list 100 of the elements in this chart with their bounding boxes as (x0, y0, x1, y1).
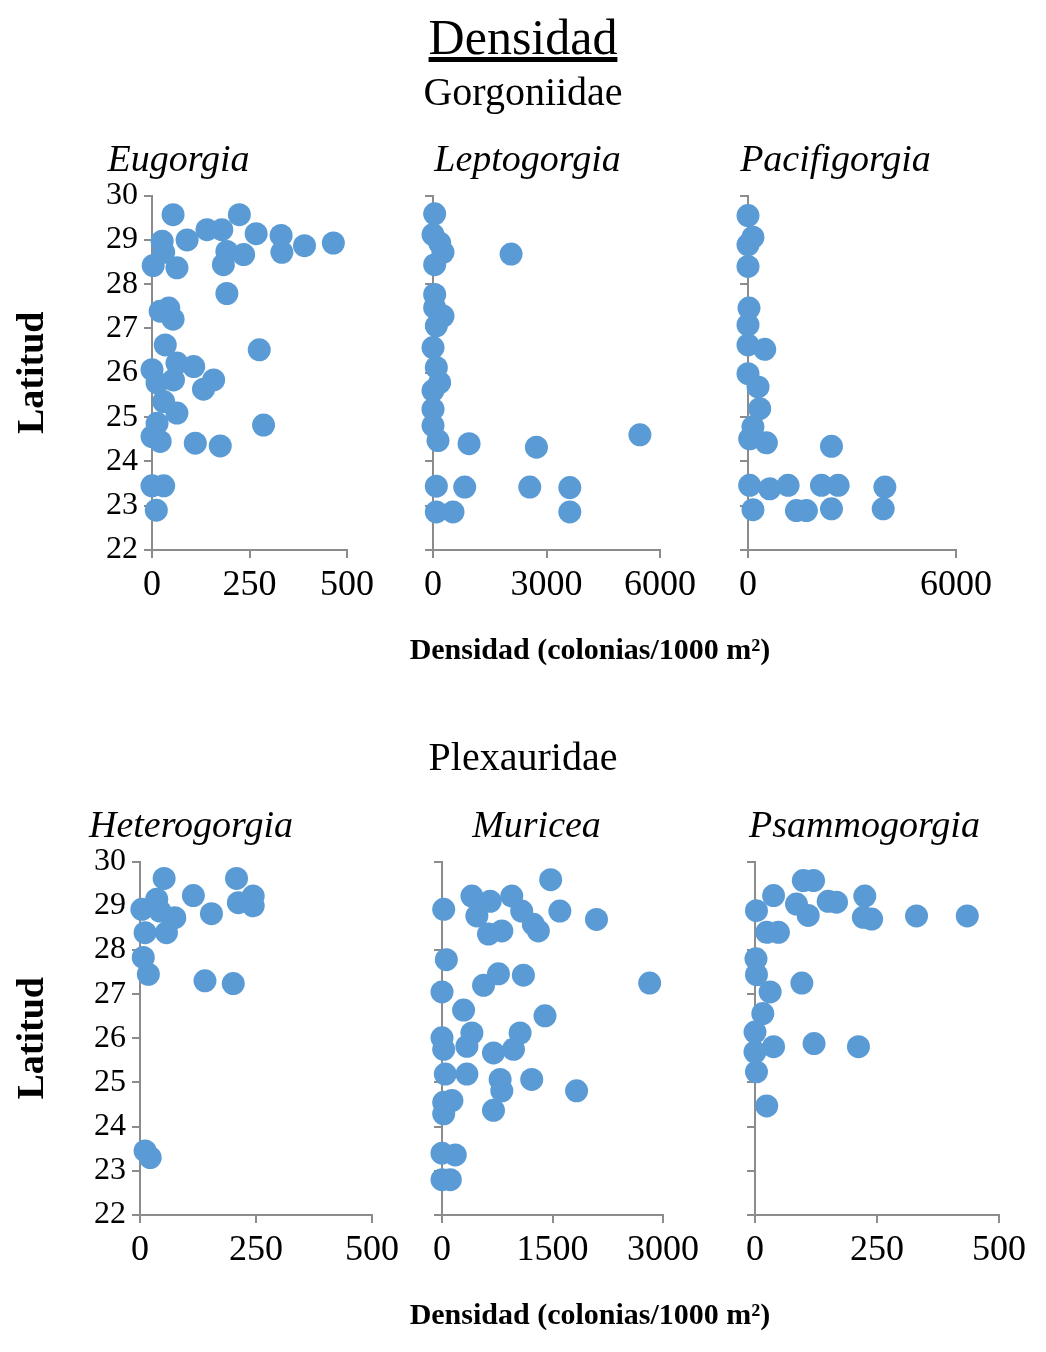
x-tick-label: 3000 (627, 1228, 699, 1269)
y-axis-title: Latitud (8, 311, 51, 435)
x-tick-label: 250 (222, 563, 277, 604)
point (455, 1034, 479, 1058)
point (873, 475, 897, 499)
text: Densidad (427, 8, 619, 66)
x-tick-label: 0 (143, 563, 161, 604)
point (175, 228, 199, 252)
x-tick-label: 1500 (516, 1228, 589, 1269)
point (421, 379, 445, 403)
point (165, 401, 189, 425)
point (208, 434, 232, 458)
x-tick-label: 250 (229, 1228, 283, 1269)
point (193, 969, 217, 993)
chart-title: Psammogorgia (748, 802, 980, 845)
point (748, 397, 772, 421)
point (796, 903, 820, 927)
point (751, 1002, 775, 1026)
point (741, 498, 765, 522)
chart-title: Pacifigorgia (739, 136, 931, 179)
point (430, 980, 454, 1004)
point (539, 868, 563, 892)
point (955, 904, 979, 928)
point (743, 1020, 767, 1044)
point (776, 473, 800, 497)
y-tick-label: 22 (94, 1194, 126, 1231)
point (165, 256, 189, 280)
point (247, 338, 271, 362)
x-tick-label: 0 (746, 1228, 764, 1269)
point (472, 973, 496, 997)
point (321, 231, 345, 255)
point (565, 1079, 589, 1103)
point (736, 313, 760, 337)
y-tick-label: 24 (94, 1106, 126, 1143)
point (144, 498, 168, 522)
x-tick-label: 0 (131, 1228, 149, 1269)
point (221, 972, 245, 996)
point (481, 1041, 505, 1065)
x-tick-label: 500 (345, 1228, 399, 1269)
point (244, 222, 268, 246)
x-tick-label: 0 (739, 563, 757, 604)
point (518, 475, 542, 499)
x-tick-label: 6000 (920, 563, 992, 604)
point (478, 889, 502, 913)
y-tick-label: 29 (94, 885, 126, 922)
x-tick-label: 500 (972, 1228, 1026, 1269)
point (744, 963, 768, 987)
point (584, 907, 608, 931)
point (181, 884, 205, 908)
point (490, 919, 514, 943)
point (819, 434, 843, 458)
point (558, 500, 582, 524)
point (141, 254, 165, 278)
point (819, 497, 843, 521)
point (424, 314, 448, 338)
y-tick-label: 22 (106, 529, 138, 566)
x-tick-label: 3000 (510, 563, 583, 604)
y-tick-label: 29 (106, 219, 138, 256)
point (762, 1035, 786, 1059)
y-tick-label: 26 (94, 1017, 126, 1054)
point (526, 919, 550, 943)
point (161, 203, 185, 227)
point (871, 497, 895, 521)
text: Gorgoniidae (422, 68, 624, 115)
y-tick-label: 25 (106, 396, 138, 433)
point (457, 432, 481, 456)
point (148, 429, 172, 453)
point (558, 476, 582, 500)
point (736, 204, 760, 228)
point (225, 866, 249, 890)
y-tick-label: 25 (94, 1061, 126, 1098)
point (211, 253, 235, 277)
point (501, 1037, 525, 1061)
point (487, 962, 510, 986)
point (227, 203, 251, 227)
y-tick-label: 27 (106, 307, 138, 344)
point (853, 884, 877, 908)
point (746, 375, 770, 399)
chart-title: Muricea (471, 802, 601, 845)
point (481, 1098, 505, 1122)
point (736, 254, 760, 278)
point (744, 899, 768, 923)
point (744, 1060, 768, 1084)
point (465, 904, 489, 928)
point (802, 1032, 826, 1056)
point (232, 243, 256, 267)
point (846, 1035, 870, 1059)
x-tick-label: 250 (850, 1228, 904, 1269)
point (755, 1094, 779, 1118)
x-axis-title: Densidad (colonias/1000 m²) (408, 632, 772, 666)
point (548, 899, 572, 923)
point (736, 233, 760, 257)
point (152, 866, 176, 890)
point (511, 963, 535, 987)
y-tick-label: 23 (94, 1150, 126, 1187)
point (133, 921, 157, 945)
point (215, 282, 239, 305)
point (628, 423, 652, 447)
point (453, 475, 477, 499)
point (754, 431, 778, 455)
